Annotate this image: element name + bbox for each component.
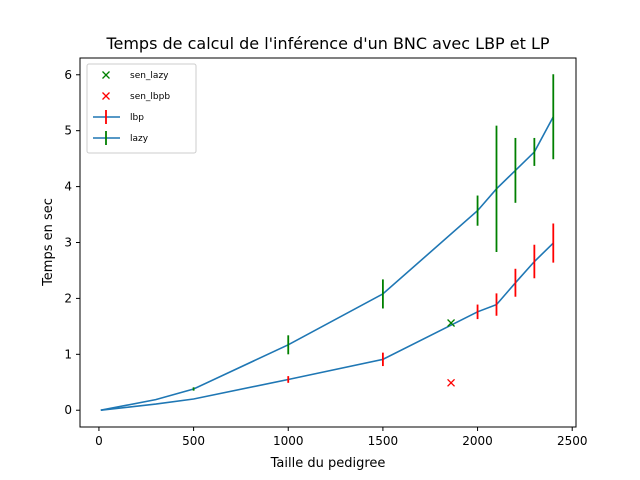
x-axis-label: Taille du pedigree xyxy=(270,456,386,471)
plot-area: 0 500 1000 1500 2000 2500 0 1 2 3 4 5 6 xyxy=(64,57,587,448)
x-tick-label: 500 xyxy=(182,434,205,448)
legend-item-lbp: lbp xyxy=(93,110,144,124)
chart-title: Temps de calcul de l'inférence d'un BNC … xyxy=(105,34,549,53)
x-tick-label: 2000 xyxy=(462,434,493,448)
series-layer xyxy=(100,74,555,411)
legend-label-lazy: lazy xyxy=(130,134,149,144)
legend-label-sen_lazy: sen_lazy xyxy=(130,71,169,81)
legend-item-lazy: lazy xyxy=(93,131,149,145)
y-tick-label: 1 xyxy=(64,347,72,361)
marker-sen_lbpb xyxy=(447,378,456,387)
x-axis: 0 500 1000 1500 2000 2500 xyxy=(95,427,587,448)
y-tick-label: 0 xyxy=(64,403,72,417)
y-tick-label: 2 xyxy=(64,291,72,305)
series-line-lbp xyxy=(100,242,554,411)
legend-label-sen_lbpb: sen_lbpb xyxy=(130,92,170,102)
y-tick-label: 5 xyxy=(64,124,72,138)
series-sen_lbpb xyxy=(447,378,456,387)
legend-marker-sen_lazy xyxy=(102,71,110,79)
legend-label-lbp: lbp xyxy=(130,113,144,123)
x-tick-label: 1000 xyxy=(273,434,304,448)
x-tick-label: 2500 xyxy=(557,434,588,448)
legend-frame xyxy=(86,63,197,154)
y-tick-label: 6 xyxy=(64,68,72,82)
series-lbp xyxy=(100,223,555,411)
legend-item-sen_lazy: sen_lazy xyxy=(102,71,169,81)
legend-marker-sen_lbpb xyxy=(102,92,110,100)
x-tick-label: 0 xyxy=(95,434,103,448)
legend-item-sen_lbpb: sen_lbpb xyxy=(102,92,170,102)
series-sen_lazy xyxy=(447,319,456,327)
series-line-lazy xyxy=(100,116,555,411)
y-tick-label: 3 xyxy=(64,236,72,250)
y-axis: 0 1 2 3 4 5 6 xyxy=(64,68,80,417)
marker-sen_lazy xyxy=(447,319,456,327)
y-axis-label: Temps en sec xyxy=(41,198,56,287)
y-tick-label: 4 xyxy=(64,180,72,194)
x-tick-label: 1500 xyxy=(368,434,399,448)
series-lazy xyxy=(100,74,555,411)
